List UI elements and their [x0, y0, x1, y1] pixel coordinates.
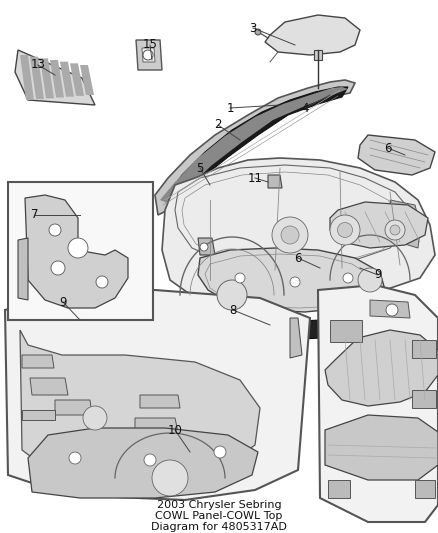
Polygon shape [135, 418, 178, 432]
Circle shape [49, 224, 61, 236]
Polygon shape [314, 50, 322, 60]
Polygon shape [18, 238, 28, 300]
Polygon shape [318, 285, 438, 522]
Polygon shape [330, 202, 428, 248]
Circle shape [200, 243, 208, 251]
Text: 11: 11 [247, 172, 262, 184]
Polygon shape [20, 55, 34, 100]
Circle shape [214, 446, 226, 458]
Polygon shape [328, 480, 350, 498]
Circle shape [255, 29, 261, 35]
Circle shape [343, 273, 353, 283]
Polygon shape [325, 415, 438, 480]
Circle shape [390, 225, 400, 235]
Circle shape [83, 406, 107, 430]
Text: 2003 Chrysler Sebring: 2003 Chrysler Sebring [157, 500, 281, 510]
Polygon shape [325, 330, 438, 406]
Polygon shape [15, 50, 95, 105]
Circle shape [385, 220, 405, 240]
Polygon shape [136, 40, 162, 70]
Text: 5: 5 [196, 161, 204, 174]
Polygon shape [265, 15, 360, 55]
Circle shape [338, 222, 353, 238]
Polygon shape [5, 290, 310, 500]
Text: COWL Panel-COWL Top: COWL Panel-COWL Top [155, 511, 283, 521]
Polygon shape [22, 355, 54, 368]
Circle shape [68, 238, 88, 258]
Circle shape [217, 280, 247, 310]
Polygon shape [233, 320, 322, 342]
Polygon shape [25, 195, 128, 308]
Text: 10: 10 [168, 424, 183, 437]
Circle shape [144, 454, 156, 466]
Polygon shape [198, 238, 215, 255]
Polygon shape [170, 87, 348, 208]
Polygon shape [358, 135, 435, 175]
Text: 3: 3 [249, 21, 257, 35]
Circle shape [330, 215, 360, 245]
Text: 2: 2 [214, 118, 222, 132]
Polygon shape [390, 200, 420, 225]
Circle shape [152, 460, 188, 496]
Polygon shape [160, 87, 348, 205]
Polygon shape [412, 390, 436, 408]
Text: Diagram for 4805317AD: Diagram for 4805317AD [151, 522, 287, 532]
Text: 7: 7 [31, 208, 39, 222]
Text: 9: 9 [59, 295, 67, 309]
Circle shape [358, 268, 382, 292]
Polygon shape [60, 62, 74, 96]
Circle shape [96, 276, 108, 288]
Polygon shape [55, 400, 92, 415]
Circle shape [272, 217, 308, 253]
Text: 4: 4 [301, 101, 309, 115]
Polygon shape [155, 80, 355, 215]
Circle shape [69, 452, 81, 464]
Circle shape [290, 277, 300, 287]
Circle shape [281, 226, 299, 244]
Polygon shape [398, 225, 420, 248]
Polygon shape [40, 58, 54, 98]
Text: 9: 9 [374, 269, 382, 281]
Polygon shape [28, 428, 258, 498]
Polygon shape [198, 248, 385, 312]
Text: 1: 1 [226, 101, 234, 115]
Polygon shape [140, 395, 180, 408]
Polygon shape [330, 320, 362, 342]
Text: 15: 15 [142, 38, 157, 52]
Polygon shape [80, 65, 94, 95]
Text: 6: 6 [384, 141, 392, 155]
FancyBboxPatch shape [8, 182, 153, 320]
Text: 13: 13 [31, 59, 46, 71]
Circle shape [235, 273, 245, 283]
Polygon shape [370, 300, 410, 318]
Polygon shape [162, 158, 435, 310]
Polygon shape [50, 60, 64, 98]
Polygon shape [30, 378, 68, 395]
Polygon shape [415, 480, 435, 498]
Ellipse shape [66, 394, 124, 442]
Polygon shape [142, 48, 155, 62]
Polygon shape [70, 63, 84, 96]
Polygon shape [22, 410, 55, 420]
Polygon shape [20, 330, 260, 488]
Polygon shape [412, 340, 436, 358]
Text: 6: 6 [294, 252, 302, 264]
Polygon shape [290, 318, 302, 358]
Polygon shape [268, 175, 282, 188]
Circle shape [386, 304, 398, 316]
Text: 8: 8 [230, 303, 237, 317]
Polygon shape [30, 56, 44, 99]
Circle shape [143, 50, 153, 60]
Circle shape [51, 261, 65, 275]
